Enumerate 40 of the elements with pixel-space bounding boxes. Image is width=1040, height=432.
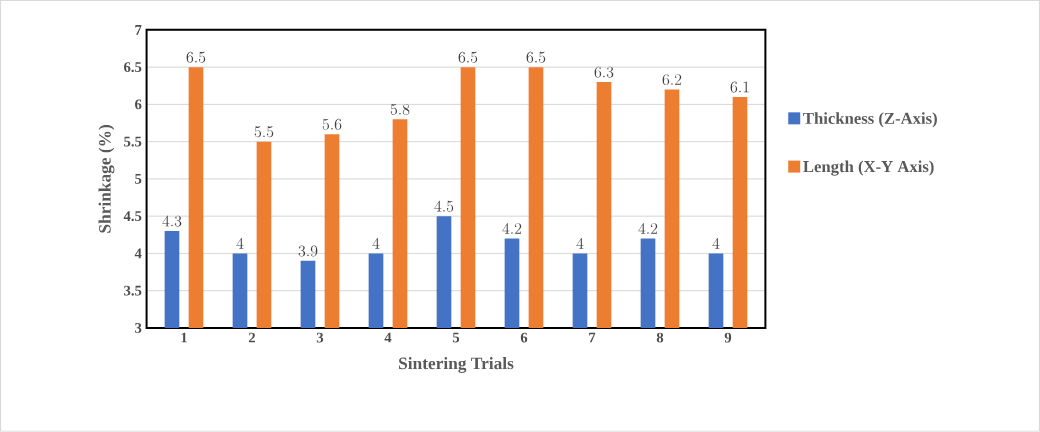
data-label: 3.9 xyxy=(298,245,318,257)
data-label: 4 xyxy=(576,237,584,249)
data-label: 4.3 xyxy=(162,215,182,227)
y-tick-label: 6.5 xyxy=(124,62,142,73)
data-label: 4 xyxy=(236,237,244,249)
y-tick-label: 5.5 xyxy=(124,136,142,147)
data-label: 6.5 xyxy=(186,51,206,63)
data-label: 4.2 xyxy=(638,223,658,234)
x-tick-label: 5 xyxy=(452,332,460,343)
x-tick-label: 2 xyxy=(248,332,256,343)
x-tick-label: 3 xyxy=(316,332,324,343)
x-tick-label: 7 xyxy=(589,332,596,343)
data-label: 4.5 xyxy=(434,200,454,212)
data-label: 5.5 xyxy=(254,126,274,138)
y-tick-label: 3 xyxy=(135,323,142,333)
y-tick-label: 7 xyxy=(135,25,142,35)
y-tick-label: 4 xyxy=(134,248,142,259)
x-tick-label: 1 xyxy=(181,332,187,343)
x-tick-label: 8 xyxy=(656,332,664,343)
y-tick-label: 4.5 xyxy=(123,211,142,222)
x-tick-label: 4 xyxy=(384,332,392,343)
data-label: 6.5 xyxy=(526,51,546,63)
data-label: 4 xyxy=(712,237,720,249)
data-label: 5.8 xyxy=(390,104,410,115)
data-label: 6. 1 xyxy=(730,81,749,93)
y-tick-label: 6 xyxy=(135,99,142,110)
data-label: 4 xyxy=(372,237,380,249)
legend-label: Thickness (Z-Axis) xyxy=(803,112,937,128)
y-tick-label: 5 xyxy=(135,174,142,184)
data-label: 5.6 xyxy=(322,118,342,130)
x-axis-title: Sintering Trials xyxy=(399,357,514,373)
data-label: 4.2 xyxy=(502,223,522,234)
x-tick-label: 6 xyxy=(520,332,528,343)
legend-label: Length (X-Y Axis) xyxy=(803,160,934,176)
y-tick-label: 3.5 xyxy=(124,285,142,296)
y-axis-title: Shrinkage (%) xyxy=(98,125,115,233)
x-tick-label: 9 xyxy=(724,332,732,343)
data-label: 6.2 xyxy=(662,74,682,86)
data-label: 6.5 xyxy=(458,51,478,63)
data-label: 6.3 xyxy=(594,66,614,78)
